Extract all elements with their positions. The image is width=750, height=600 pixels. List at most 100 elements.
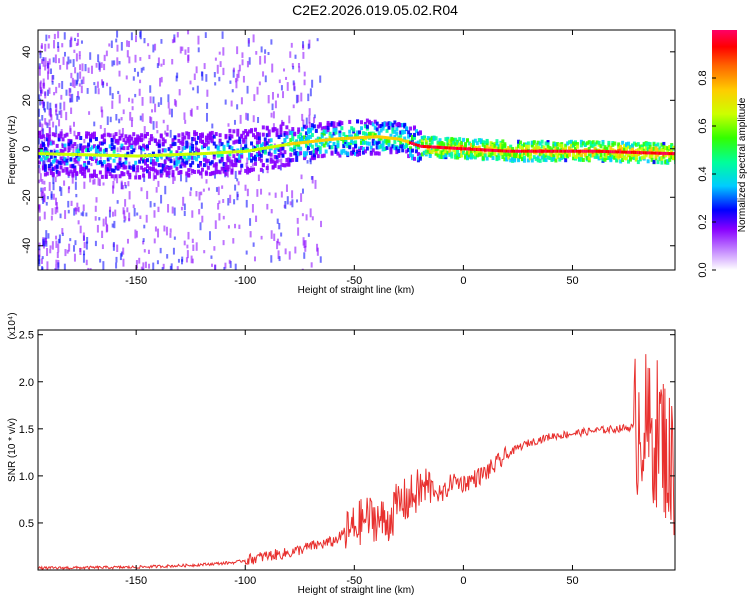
spectrogram-cell bbox=[434, 145, 438, 149]
spectrogram-cell bbox=[662, 148, 666, 153]
spectrogram-cell bbox=[57, 238, 60, 244]
spectrogram-cell bbox=[165, 226, 168, 236]
spectrogram-cell bbox=[49, 152, 53, 156]
spectrogram-cell bbox=[361, 146, 365, 151]
spectrogram-cell bbox=[530, 140, 534, 145]
spectrogram-cell bbox=[438, 150, 442, 155]
spectrogram-cell bbox=[113, 220, 116, 229]
spectrogram-cell bbox=[108, 155, 112, 160]
spectrogram-cell bbox=[597, 149, 601, 153]
spectrogram-cell bbox=[82, 253, 85, 263]
spectrogram-cell bbox=[257, 136, 261, 141]
snr-series-line bbox=[38, 354, 675, 570]
spectrogram-cell bbox=[552, 157, 556, 162]
spectrogram-cell bbox=[493, 151, 497, 156]
spectrogram-cell bbox=[356, 133, 360, 138]
spectrogram-cell bbox=[222, 167, 226, 172]
spectrogram-cell bbox=[92, 169, 96, 174]
spectrogram-cell bbox=[252, 167, 256, 172]
spectrogram-cell bbox=[520, 149, 524, 153]
spectrogram-cell bbox=[173, 141, 177, 146]
spectrogram-cell bbox=[593, 149, 597, 153]
spectrogram-cell bbox=[63, 51, 66, 57]
spectrogram-cell bbox=[387, 125, 391, 130]
spectrogram-cell bbox=[52, 121, 55, 128]
spectrogram-cell bbox=[200, 139, 204, 144]
spectrogram-cell bbox=[130, 145, 134, 150]
spectrogram-cell bbox=[165, 165, 169, 170]
spectrogram-cell bbox=[57, 41, 60, 48]
spectrogram-cell bbox=[264, 49, 267, 54]
spectrogram-cell bbox=[173, 207, 176, 216]
spectrogram-cell bbox=[240, 147, 244, 152]
spectrogram-cell bbox=[260, 188, 263, 195]
spectrogram-cell bbox=[334, 130, 338, 135]
spectrogram-cell bbox=[375, 151, 379, 156]
spectrogram-cell bbox=[122, 109, 125, 115]
spectrogram-cell bbox=[218, 51, 221, 55]
spectrogram-cell bbox=[316, 147, 320, 152]
spectrogram-cell bbox=[91, 173, 95, 178]
spectrogram-cell bbox=[595, 154, 599, 159]
spectrogram-cell bbox=[201, 71, 204, 81]
spectrogram-cell bbox=[166, 124, 169, 131]
spectrogram-cell bbox=[573, 142, 577, 147]
spectrogram-cell bbox=[583, 149, 587, 153]
spectrogram-cell bbox=[189, 155, 193, 160]
spectrogram-cell bbox=[650, 151, 654, 155]
spectrogram-cell bbox=[299, 151, 303, 156]
spectrogram-cell bbox=[244, 129, 248, 134]
spectrogram-cell bbox=[275, 159, 279, 164]
spectrogram-cell bbox=[409, 132, 413, 137]
spectrogram-cell bbox=[59, 213, 62, 219]
spectrogram-cell bbox=[171, 153, 175, 157]
spectrogram-cell bbox=[564, 149, 568, 153]
spectrogram-cell bbox=[605, 150, 609, 154]
spectrogram-cell bbox=[185, 131, 189, 136]
spectrogram-cell bbox=[161, 267, 164, 270]
spectrogram-cell bbox=[170, 108, 173, 118]
spectrogram-cell bbox=[326, 128, 330, 133]
spectrogram-cell bbox=[122, 154, 126, 158]
spectrogram-cell bbox=[348, 145, 352, 150]
spectrogram-cell bbox=[383, 121, 387, 126]
spectrogram-cell bbox=[140, 138, 144, 143]
spectrogram-cell bbox=[318, 123, 322, 128]
spectrogram-cell bbox=[276, 93, 279, 98]
spectrogram-cell bbox=[401, 129, 405, 134]
spectrogram-cell bbox=[55, 159, 59, 164]
spectrogram-cell bbox=[263, 137, 267, 142]
spectrogram-cell bbox=[416, 156, 420, 161]
spectrogram-cell bbox=[45, 201, 48, 206]
spectrogram-cell bbox=[244, 184, 247, 191]
spectrogram-cell bbox=[167, 94, 170, 103]
spectrogram-cell bbox=[471, 139, 475, 144]
spectrogram-cell bbox=[141, 268, 144, 270]
spectrogram-cell bbox=[48, 58, 51, 65]
spectrogram-cell bbox=[503, 157, 507, 162]
spectrogram-cell bbox=[132, 167, 136, 172]
spectrogram-cell bbox=[202, 163, 206, 168]
spectrogram-cell bbox=[304, 245, 307, 252]
spectrogram-cell bbox=[270, 112, 273, 118]
spectrogram-cell bbox=[132, 132, 136, 137]
spectrogram-cell bbox=[156, 260, 159, 265]
spectrogram-cell bbox=[176, 32, 179, 38]
spectrogram-cell bbox=[210, 160, 214, 165]
spectrogram-cell bbox=[79, 146, 83, 151]
spectrogram-cell bbox=[138, 154, 142, 158]
spectrogram-cell bbox=[88, 111, 91, 115]
spectrogram-cell bbox=[38, 67, 41, 76]
spectrogram-cell bbox=[198, 139, 202, 144]
spectrogram-cell bbox=[426, 145, 430, 149]
spectrogram-cell bbox=[130, 136, 134, 141]
spectrogram-cell bbox=[540, 152, 544, 157]
spectrogram-cell bbox=[214, 57, 217, 61]
spectrogram-cell bbox=[646, 146, 650, 151]
spectrogram-cell bbox=[205, 112, 208, 122]
spectrogram-cell bbox=[203, 250, 206, 254]
spectrogram-cell bbox=[526, 141, 530, 146]
spectrogram-cell bbox=[187, 231, 190, 240]
spectrogram-cell bbox=[69, 143, 72, 151]
spectrogram-cell bbox=[515, 154, 519, 159]
